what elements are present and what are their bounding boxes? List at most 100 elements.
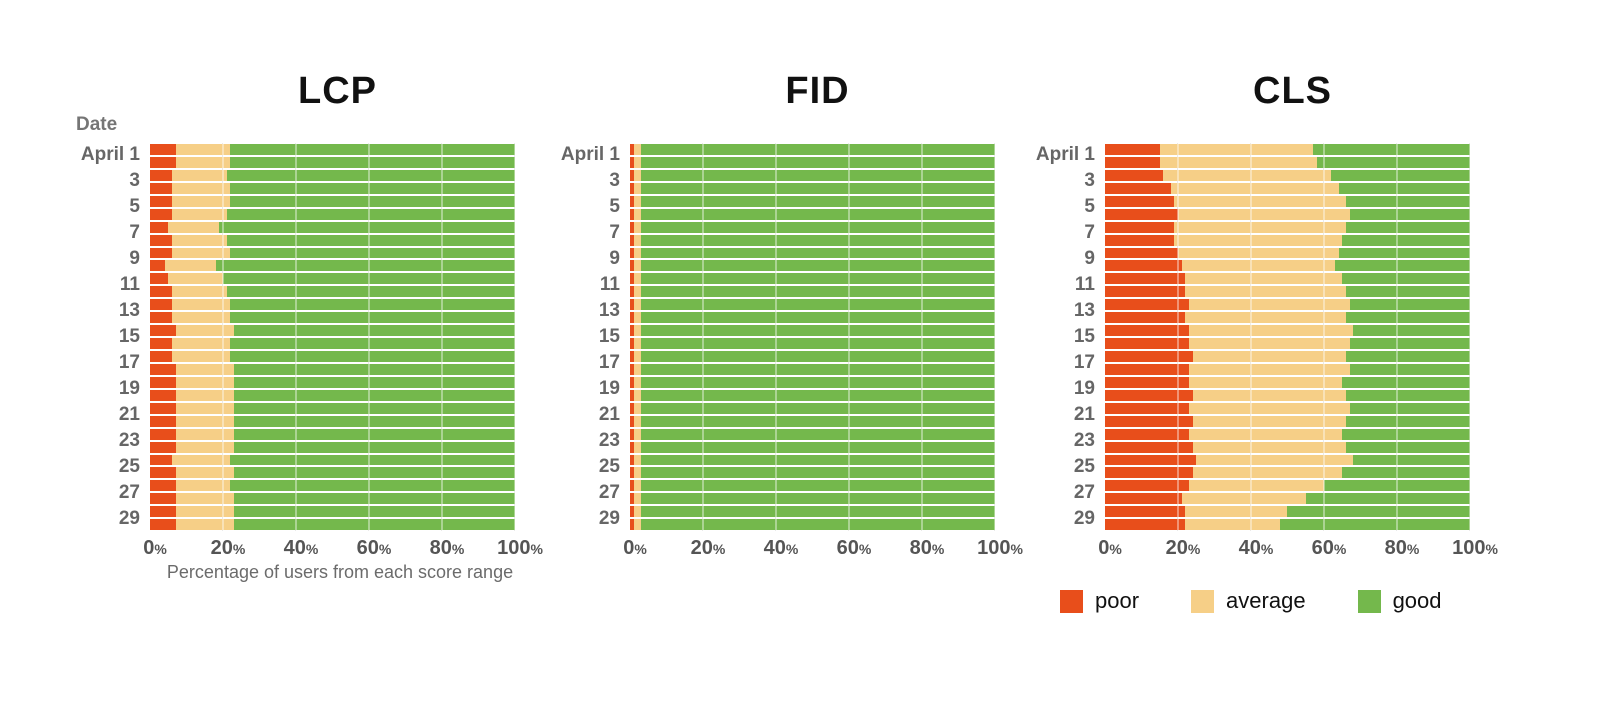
bar-segment-average[interactable] (175, 389, 234, 401)
bar-segment-poor[interactable] (150, 260, 165, 272)
bar-segment-poor[interactable] (1105, 402, 1189, 414)
bar-segment-poor[interactable] (150, 182, 172, 194)
bar-segment-poor[interactable] (150, 234, 172, 246)
bar-april-19[interactable] (150, 376, 515, 388)
bar-april-17[interactable] (150, 351, 515, 362)
bar-april-24[interactable] (630, 441, 995, 453)
bar-april-23[interactable] (1105, 428, 1470, 440)
bar-segment-poor[interactable] (150, 493, 176, 505)
bar-segment-good[interactable] (233, 325, 515, 337)
bar-segment-average[interactable] (175, 506, 234, 518)
bar-segment-average[interactable] (1178, 247, 1339, 259)
bar-segment-good[interactable] (233, 441, 515, 453)
bar-segment-good[interactable] (1323, 480, 1470, 492)
bar-segment-average[interactable] (633, 325, 641, 337)
bar-april-4[interactable] (150, 182, 515, 194)
bar-april-30[interactable] (630, 519, 995, 531)
bar-segment-good[interactable] (640, 351, 995, 362)
bar-april-19[interactable] (630, 376, 995, 388)
bar-segment-poor[interactable] (630, 221, 634, 233)
bar-segment-average[interactable] (175, 493, 234, 505)
bar-segment-average[interactable] (1170, 182, 1339, 194)
bar-segment-good[interactable] (1345, 351, 1470, 362)
bar-segment-average[interactable] (1185, 273, 1343, 285)
bar-segment-average[interactable] (633, 454, 641, 466)
bar-segment-average[interactable] (1185, 286, 1346, 298)
bar-segment-average[interactable] (633, 234, 641, 246)
bar-segment-poor[interactable] (1105, 389, 1193, 401)
bar-april-14[interactable] (630, 312, 995, 324)
bar-segment-average[interactable] (175, 428, 234, 440)
bar-segment-average[interactable] (1188, 325, 1354, 337)
bar-segment-poor[interactable] (1105, 428, 1189, 440)
bar-april-11[interactable] (1105, 273, 1470, 285)
bar-segment-poor[interactable] (150, 454, 172, 466)
bar-april-9[interactable] (630, 247, 995, 259)
bar-segment-poor[interactable] (1105, 260, 1182, 272)
bar-april-30[interactable] (1105, 519, 1470, 531)
bar-segment-poor[interactable] (1105, 195, 1175, 207)
bar-segment-good[interactable] (230, 156, 515, 168)
bar-segment-poor[interactable] (630, 247, 634, 259)
bar-segment-average[interactable] (1188, 428, 1343, 440)
bar-segment-good[interactable] (230, 247, 515, 259)
bar-april-4[interactable] (1105, 182, 1470, 194)
bar-april-22[interactable] (1105, 415, 1470, 427)
bar-april-25[interactable] (150, 454, 515, 466)
bar-segment-good[interactable] (640, 156, 995, 168)
bar-april-16[interactable] (150, 338, 515, 349)
bar-segment-good[interactable] (1353, 454, 1470, 466)
bar-segment-poor[interactable] (1105, 441, 1193, 453)
bar-segment-good[interactable] (640, 480, 995, 492)
bar-segment-good[interactable] (219, 221, 515, 233)
bar-segment-poor[interactable] (150, 338, 172, 349)
bar-segment-average[interactable] (633, 195, 641, 207)
bar-segment-good[interactable] (230, 195, 515, 207)
bar-segment-poor[interactable] (1105, 376, 1189, 388)
bar-segment-poor[interactable] (1105, 415, 1193, 427)
bar-segment-good[interactable] (233, 415, 515, 427)
bar-segment-average[interactable] (171, 234, 227, 246)
bar-april-23[interactable] (150, 428, 515, 440)
bar-segment-good[interactable] (640, 402, 995, 414)
bar-april-10[interactable] (150, 260, 515, 272)
bar-segment-average[interactable] (633, 221, 641, 233)
bar-segment-average[interactable] (1192, 415, 1346, 427)
bar-april-13[interactable] (1105, 299, 1470, 311)
bar-april-24[interactable] (150, 441, 515, 453)
bar-segment-good[interactable] (1345, 415, 1470, 427)
bar-april-28[interactable] (630, 493, 995, 505)
bar-segment-good[interactable] (1313, 144, 1470, 155)
bar-segment-average[interactable] (1174, 195, 1346, 207)
bar-segment-poor[interactable] (630, 351, 634, 362)
bar-segment-average[interactable] (1188, 299, 1350, 311)
bar-april-13[interactable] (630, 299, 995, 311)
bar-segment-good[interactable] (640, 415, 995, 427)
bar-april-29[interactable] (1105, 506, 1470, 518)
bar-april-2[interactable] (630, 156, 995, 168)
bar-segment-good[interactable] (1349, 338, 1470, 349)
bar-segment-good[interactable] (223, 273, 515, 285)
bar-segment-poor[interactable] (150, 415, 176, 427)
bar-segment-poor[interactable] (630, 195, 634, 207)
bar-segment-average[interactable] (171, 338, 231, 349)
bar-segment-average[interactable] (633, 389, 641, 401)
bar-segment-good[interactable] (1342, 273, 1470, 285)
bar-segment-good[interactable] (230, 299, 515, 311)
bar-segment-good[interactable] (233, 428, 515, 440)
bar-april-14[interactable] (150, 312, 515, 324)
bar-segment-good[interactable] (640, 182, 995, 194)
bar-april-24[interactable] (1105, 441, 1470, 453)
bar-segment-good[interactable] (230, 144, 515, 155)
bar-segment-average[interactable] (1196, 454, 1354, 466)
bar-segment-poor[interactable] (630, 144, 634, 155)
bar-april-10[interactable] (1105, 260, 1470, 272)
bar-segment-average[interactable] (168, 221, 220, 233)
bar-segment-good[interactable] (1349, 402, 1470, 414)
bar-segment-poor[interactable] (150, 402, 176, 414)
bar-segment-poor[interactable] (150, 325, 176, 337)
bar-april-20[interactable] (630, 389, 995, 401)
bar-segment-average[interactable] (171, 247, 231, 259)
bar-segment-average[interactable] (633, 182, 641, 194)
bar-segment-good[interactable] (1345, 221, 1470, 233)
